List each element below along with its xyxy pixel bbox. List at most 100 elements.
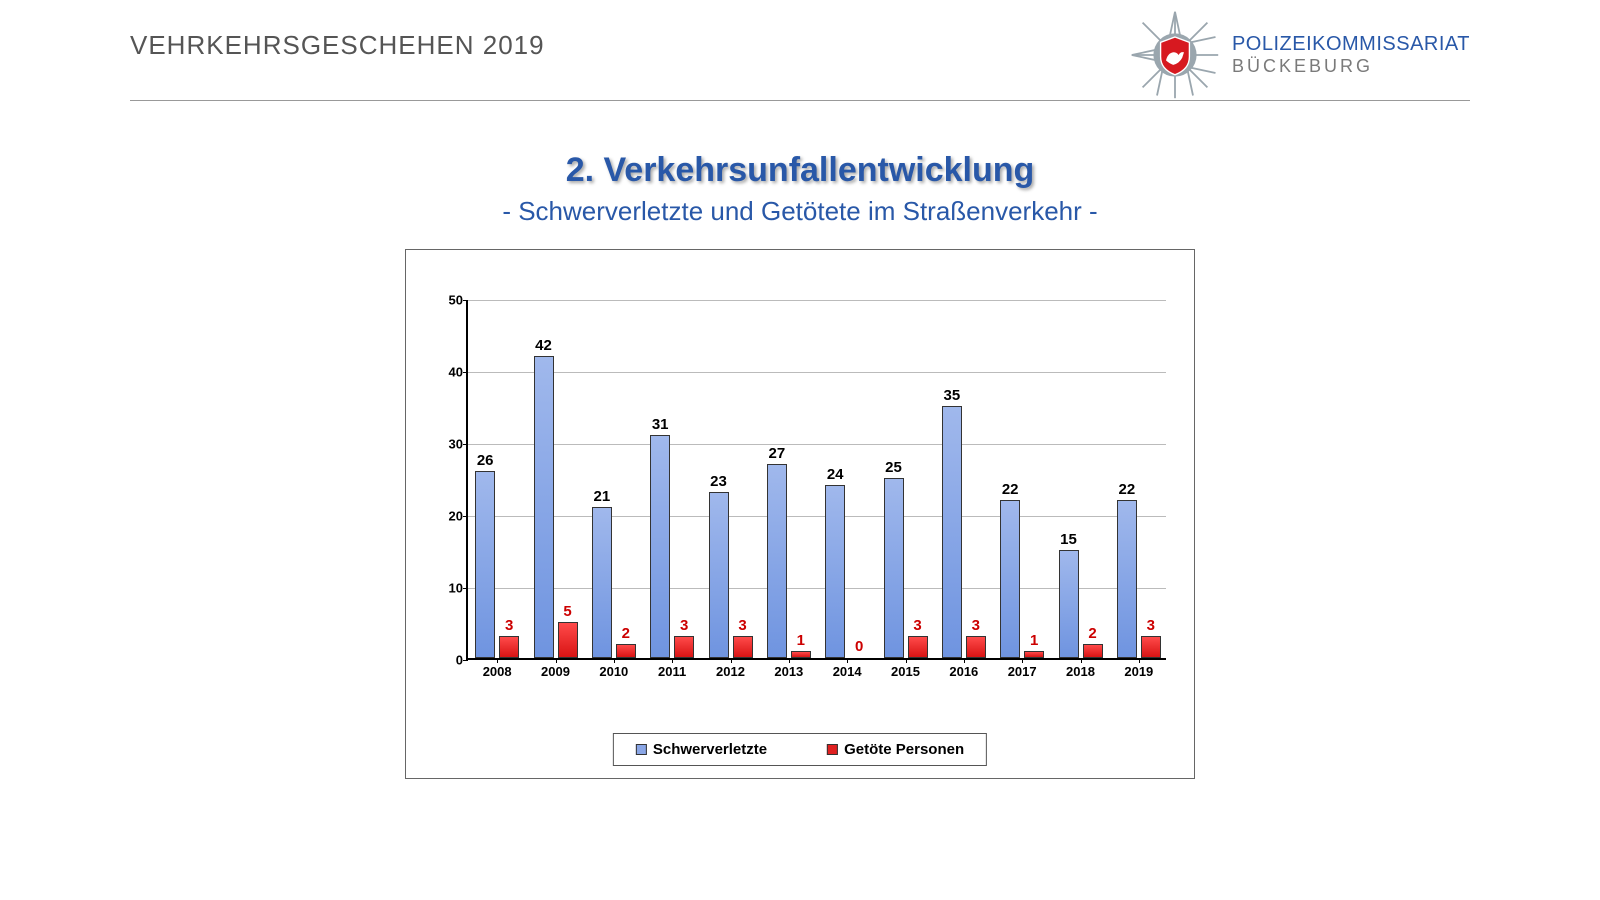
x-axis-tick-label: 2011 xyxy=(658,664,686,679)
bar-value-label: 2 xyxy=(622,625,630,642)
y-axis-tick-mark xyxy=(463,588,468,589)
header-divider xyxy=(130,100,1470,101)
bar-getoetete: 2 xyxy=(616,644,636,658)
bar-value-label: 15 xyxy=(1060,531,1077,548)
org-line2: BÜCKEBURG xyxy=(1232,56,1470,77)
y-axis-tick-label: 0 xyxy=(433,653,463,668)
police-badge-icon xyxy=(1130,10,1220,100)
x-axis-tick-label: 2016 xyxy=(949,664,978,679)
bar-getoetete: 3 xyxy=(499,636,519,658)
legend-item-getoetete: Getöte Personen xyxy=(827,741,964,758)
bar-value-label: 35 xyxy=(943,387,960,404)
x-axis-tick-label: 2019 xyxy=(1124,664,1153,679)
bar-getoetete: 3 xyxy=(908,636,928,658)
y-axis-tick-mark xyxy=(463,444,468,445)
header-right: POLIZEIKOMMISSARIAT BÜCKEBURG xyxy=(1130,10,1470,100)
bar-value-label: 3 xyxy=(680,617,688,634)
bar-schwerverletzte: 22 xyxy=(1000,500,1020,658)
x-axis-tick-mark xyxy=(672,658,673,663)
bar-value-label: 21 xyxy=(593,488,610,505)
x-axis-tick-label: 2009 xyxy=(541,664,570,679)
bar-value-label: 3 xyxy=(1147,617,1155,634)
y-axis-tick-label: 50 xyxy=(433,293,463,308)
bar-value-label: 25 xyxy=(885,459,902,476)
legend-swatch-blue xyxy=(636,744,647,755)
x-axis-tick-mark xyxy=(789,658,790,663)
x-axis-tick-label: 2010 xyxy=(599,664,628,679)
x-axis-tick-mark xyxy=(1139,658,1140,663)
bar-value-label: 27 xyxy=(768,445,785,462)
bar-schwerverletzte: 21 xyxy=(592,507,612,658)
chart-gridline xyxy=(468,372,1166,373)
x-axis-tick-mark xyxy=(906,658,907,663)
x-axis-tick-mark xyxy=(497,658,498,663)
x-axis-tick-label: 2014 xyxy=(833,664,862,679)
bar-value-label: 24 xyxy=(827,466,844,483)
organization-name: POLIZEIKOMMISSARIAT BÜCKEBURG xyxy=(1232,33,1470,77)
bar-getoetete: 3 xyxy=(674,636,694,658)
bar-value-label: 3 xyxy=(505,617,513,634)
bar-value-label: 5 xyxy=(563,603,571,620)
bar-getoetete: 3 xyxy=(966,636,986,658)
x-axis-tick-mark xyxy=(614,658,615,663)
bar-schwerverletzte: 24 xyxy=(825,485,845,658)
title-block: 2. Verkehrsunfallentwicklung - Schwerver… xyxy=(0,151,1600,227)
bar-getoetete: 1 xyxy=(791,651,811,658)
bar-schwerverletzte: 35 xyxy=(942,406,962,658)
bar-schwerverletzte: 23 xyxy=(709,492,729,658)
bar-value-label: 22 xyxy=(1118,481,1135,498)
bar-getoetete: 2 xyxy=(1083,644,1103,658)
bar-value-label: 3 xyxy=(913,617,921,634)
y-axis-tick-label: 20 xyxy=(433,509,463,524)
y-axis-tick-label: 10 xyxy=(433,581,463,596)
bar-value-label: 42 xyxy=(535,337,552,354)
chart-gridline xyxy=(468,300,1166,301)
legend-item-schwerverletzte: Schwerverletzte xyxy=(636,741,767,758)
bar-value-label: 1 xyxy=(1030,632,1038,649)
bar-value-label: 1 xyxy=(797,632,805,649)
x-axis-tick-mark xyxy=(847,658,848,663)
chart-container: 0102030405020082632009425201021220113132… xyxy=(405,249,1195,779)
y-axis-tick-mark xyxy=(463,516,468,517)
bar-getoetete: 3 xyxy=(733,636,753,658)
x-axis-tick-mark xyxy=(964,658,965,663)
y-axis-tick-label: 30 xyxy=(433,437,463,452)
chart-main-title: 2. Verkehrsunfallentwicklung xyxy=(0,151,1600,190)
chart-plot-area: 0102030405020082632009425201021220113132… xyxy=(466,300,1166,660)
y-axis-tick-label: 40 xyxy=(433,365,463,380)
bar-value-label: 3 xyxy=(738,617,746,634)
bar-value-label: 0 xyxy=(855,638,863,655)
org-line1: POLIZEIKOMMISSARIAT xyxy=(1232,33,1470,56)
bar-schwerverletzte: 22 xyxy=(1117,500,1137,658)
bar-schwerverletzte: 25 xyxy=(884,478,904,658)
x-axis-tick-mark xyxy=(1022,658,1023,663)
x-axis-tick-mark xyxy=(556,658,557,663)
bar-getoetete: 1 xyxy=(1024,651,1044,658)
bar-getoetete: 3 xyxy=(1141,636,1161,658)
bar-value-label: 22 xyxy=(1002,481,1019,498)
legend-label: Schwerverletzte xyxy=(653,741,767,758)
chart-gridline xyxy=(468,444,1166,445)
x-axis-tick-label: 2012 xyxy=(716,664,745,679)
x-axis-tick-mark xyxy=(731,658,732,663)
chart-gridline xyxy=(468,516,1166,517)
x-axis-tick-label: 2013 xyxy=(774,664,803,679)
y-axis-tick-mark xyxy=(463,300,468,301)
bar-value-label: 23 xyxy=(710,473,727,490)
x-axis-tick-mark xyxy=(1081,658,1082,663)
bar-schwerverletzte: 27 xyxy=(767,464,787,658)
bar-schwerverletzte: 15 xyxy=(1059,550,1079,658)
bar-value-label: 31 xyxy=(652,416,669,433)
x-axis-tick-label: 2018 xyxy=(1066,664,1095,679)
bar-value-label: 3 xyxy=(972,617,980,634)
legend-swatch-red xyxy=(827,744,838,755)
x-axis-tick-label: 2015 xyxy=(891,664,920,679)
x-axis-tick-label: 2017 xyxy=(1008,664,1037,679)
y-axis-tick-mark xyxy=(463,372,468,373)
bar-schwerverletzte: 26 xyxy=(475,471,495,658)
bar-value-label: 2 xyxy=(1088,625,1096,642)
bar-getoetete: 5 xyxy=(558,622,578,658)
bar-schwerverletzte: 42 xyxy=(534,356,554,658)
x-axis-tick-label: 2008 xyxy=(483,664,512,679)
y-axis-tick-mark xyxy=(463,660,468,661)
